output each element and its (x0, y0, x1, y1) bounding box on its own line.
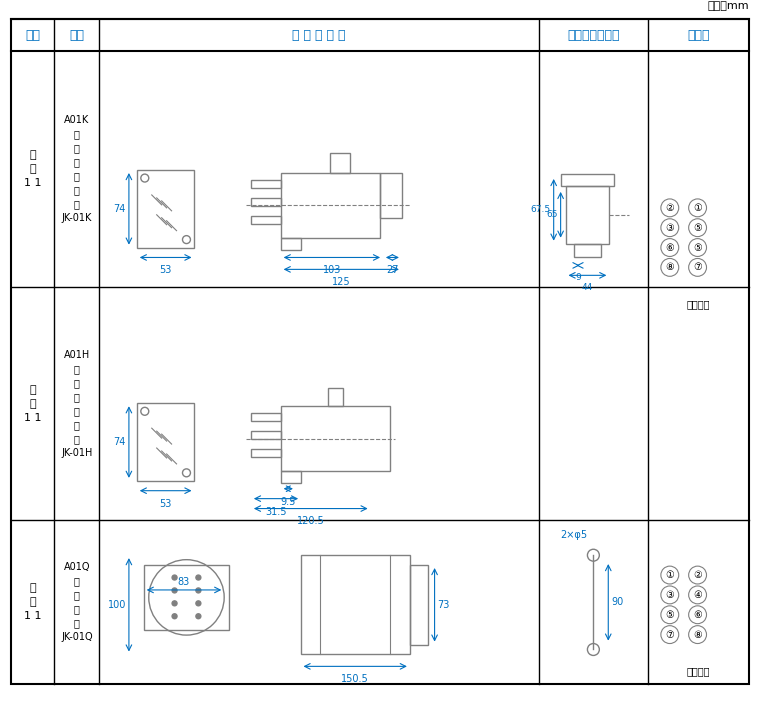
Bar (251, 431, 280, 439)
Text: 44: 44 (582, 283, 593, 292)
Bar (280, 406, 390, 471)
Text: ①: ① (666, 570, 674, 580)
Text: 90: 90 (611, 598, 623, 608)
Text: ②: ② (693, 570, 702, 580)
Text: ⑤: ⑤ (693, 223, 702, 233)
Text: ⑥: ⑥ (666, 243, 674, 253)
Circle shape (196, 575, 201, 580)
Bar (565, 186, 610, 243)
Text: 9.5: 9.5 (280, 497, 296, 507)
Circle shape (172, 588, 177, 593)
Text: ⑧: ⑧ (666, 262, 674, 272)
Text: A01K
嵌
入
式
后
接
线
JK-01K: A01K 嵌 入 式 后 接 线 JK-01K (62, 115, 92, 223)
Text: ②: ② (666, 203, 674, 213)
Text: 125: 125 (332, 277, 350, 287)
Bar (251, 449, 280, 457)
Text: 103: 103 (323, 266, 341, 276)
Bar (251, 216, 280, 223)
Bar (328, 388, 344, 406)
Bar (144, 565, 230, 630)
Text: 27: 27 (386, 266, 399, 276)
Text: 74: 74 (113, 437, 126, 447)
Text: ⑤: ⑤ (666, 610, 674, 620)
Text: （前视）: （前视） (687, 666, 711, 676)
Bar (410, 565, 428, 645)
Text: 2×φ5: 2×φ5 (560, 531, 587, 540)
Bar (331, 154, 350, 173)
Bar (280, 238, 301, 249)
Text: ⑥: ⑥ (693, 610, 702, 620)
Text: A01Q
板
前
接
线
JK-01Q: A01Q 板 前 接 线 JK-01Q (61, 563, 93, 643)
Text: 附
图
1 1: 附 图 1 1 (24, 583, 41, 621)
Text: 9: 9 (575, 273, 581, 282)
Text: 附
图
1 1: 附 图 1 1 (24, 385, 41, 423)
Text: 31.5: 31.5 (265, 506, 287, 516)
Text: ③: ③ (666, 223, 674, 233)
Bar (137, 403, 195, 481)
Text: 150.5: 150.5 (341, 674, 369, 684)
Text: 图号: 图号 (25, 29, 40, 41)
Text: ⑧: ⑧ (693, 630, 702, 640)
Text: ④: ④ (693, 590, 702, 600)
Text: ⑦: ⑦ (666, 630, 674, 640)
Text: ⑦: ⑦ (693, 262, 702, 272)
Circle shape (196, 614, 201, 619)
Text: ③: ③ (666, 590, 674, 600)
Text: （背视）: （背视） (687, 299, 711, 309)
Text: ①: ① (693, 203, 702, 213)
Text: 65: 65 (546, 211, 558, 219)
Text: 74: 74 (113, 203, 126, 213)
Text: 53: 53 (160, 498, 172, 508)
Text: 安装开孔尺寸图: 安装开孔尺寸图 (567, 29, 619, 41)
Text: 单位：mm: 单位：mm (708, 1, 749, 11)
Text: 端子图: 端子图 (687, 29, 710, 41)
Bar (280, 471, 301, 483)
Circle shape (172, 614, 177, 619)
Text: 附
图
1 1: 附 图 1 1 (24, 150, 41, 188)
Bar (561, 174, 614, 186)
Bar (137, 170, 195, 248)
Text: 120.5: 120.5 (297, 516, 325, 526)
Bar (574, 243, 601, 258)
Text: A01H
凸
出
板
后
接
线
JK-01H: A01H 凸 出 板 后 接 线 JK-01H (61, 350, 93, 458)
Text: 结构: 结构 (69, 29, 84, 41)
Bar (251, 180, 280, 188)
Circle shape (196, 601, 201, 605)
Bar (251, 198, 280, 206)
Text: 53: 53 (160, 266, 172, 276)
Bar (301, 555, 410, 655)
Circle shape (172, 601, 177, 605)
Circle shape (172, 575, 177, 580)
Text: 100: 100 (108, 600, 126, 610)
Bar (251, 413, 280, 421)
Text: 83: 83 (178, 577, 190, 587)
Bar (280, 173, 380, 238)
Text: 67.5: 67.5 (530, 206, 551, 214)
Text: 73: 73 (438, 600, 450, 610)
Bar (380, 173, 402, 218)
Text: 外 形 尺 寸 图: 外 形 尺 寸 图 (292, 29, 346, 41)
Text: ⑤: ⑤ (693, 243, 702, 253)
Circle shape (196, 588, 201, 593)
